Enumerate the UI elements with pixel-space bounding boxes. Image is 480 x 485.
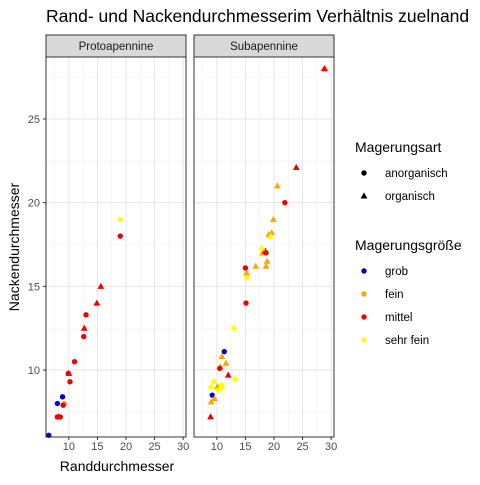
data-point-circle <box>60 402 66 408</box>
panel-border <box>45 56 187 438</box>
data-point-circle <box>282 199 288 206</box>
legend-key-color <box>361 268 367 274</box>
y-axis-title: Nackendurchmesser <box>6 182 22 311</box>
legend-label-color: grob <box>385 266 408 278</box>
data-point-circle <box>81 333 87 340</box>
data-point-triangle <box>270 215 277 222</box>
data-point-triangle <box>274 182 281 189</box>
data-point-triangle <box>219 383 226 390</box>
chart-title: Rand- und Nackendurchmesserim Verhältnis… <box>46 6 469 26</box>
y-tick-label: 25 <box>28 114 40 126</box>
data-point-triangle <box>231 374 239 381</box>
legend-label-color: sehr fein <box>385 335 429 347</box>
legend-title-color: Magerungsgröße <box>355 237 462 253</box>
legend-label-shape: organisch <box>385 191 435 203</box>
data-point-triangle <box>222 359 230 366</box>
facet-panel: Protoapennine 10 15 20 25 30 10 15 20 25 <box>28 34 189 453</box>
data-point-triangle <box>252 262 260 269</box>
panel-border <box>193 56 335 438</box>
data-point-circle <box>221 348 227 355</box>
data-point-triangle <box>262 247 269 254</box>
x-tick-label: 15 <box>239 441 251 453</box>
data-point-triangle <box>224 371 232 378</box>
y-tick-label: 10 <box>28 365 40 377</box>
data-point-triangle <box>218 353 226 360</box>
data-point-circle <box>211 379 217 385</box>
x-tick-label: 10 <box>211 441 223 453</box>
x-tick-label: 25 <box>148 441 160 453</box>
legend-key-color <box>361 314 367 320</box>
legend-key-triangle <box>360 192 368 199</box>
y-tick-label: 15 <box>28 281 40 293</box>
data-point-circle <box>217 365 223 372</box>
data-point-triangle <box>258 244 266 251</box>
data-point-triangle <box>267 232 274 239</box>
data-point-circle <box>117 216 123 223</box>
data-point-triangle <box>93 299 101 306</box>
data-point-triangle <box>55 413 62 420</box>
x-tick-label: 10 <box>63 441 75 453</box>
data-point-circle <box>67 379 73 385</box>
data-point-triangle <box>65 369 73 376</box>
legend-key-color <box>361 337 367 343</box>
data-point-circle <box>71 358 78 365</box>
y-tick-label: 20 <box>28 198 40 210</box>
data-point-triangle <box>207 398 215 405</box>
x-tick-label: 30 <box>325 441 337 453</box>
data-point-triangle <box>97 282 105 289</box>
data-point-circle <box>83 312 89 318</box>
legend-key-color <box>361 291 367 297</box>
x-tick-label: 20 <box>268 441 280 453</box>
legend-label-color: mittel <box>385 312 412 324</box>
x-tick-label: 30 <box>177 441 189 453</box>
data-point-triangle <box>243 269 250 276</box>
data-point-circle <box>242 265 249 271</box>
data-point-triangle <box>320 65 328 72</box>
data-point-circle <box>244 275 250 281</box>
facet-panel: Subapennine 10 15 20 25 30 <box>193 34 337 453</box>
legend-label-shape: anorganisch <box>385 168 448 180</box>
data-point-triangle <box>211 394 218 402</box>
panel-background <box>46 57 186 437</box>
legend-title-shape: Magerungsart <box>355 139 441 155</box>
data-point-circle <box>59 394 66 400</box>
x-tick-label: 15 <box>91 441 103 453</box>
facet-strip-label: Protoapennine <box>79 41 154 53</box>
data-point-circle <box>209 392 215 398</box>
data-point-triangle <box>207 413 214 420</box>
x-tick-label: 20 <box>120 441 132 453</box>
data-point-circle <box>243 300 249 306</box>
legend-label-color: fein <box>385 289 404 301</box>
legend-key-circle <box>361 170 367 176</box>
data-point-triangle <box>263 257 271 264</box>
data-point-triangle <box>292 163 300 171</box>
data-point-triangle <box>207 383 215 390</box>
x-axis-title: Randdurchmesser <box>60 458 175 474</box>
x-tick-label: 25 <box>296 441 308 453</box>
data-point-circle <box>231 325 237 331</box>
data-point-circle <box>54 400 61 407</box>
data-point-triangle <box>262 262 270 269</box>
legend: Magerungsart anorganisch organisch Magerung… <box>355 139 462 347</box>
data-point-triangle <box>80 324 88 331</box>
data-point-circle <box>117 233 123 239</box>
facet-strip-label: Subapennine <box>230 41 298 53</box>
